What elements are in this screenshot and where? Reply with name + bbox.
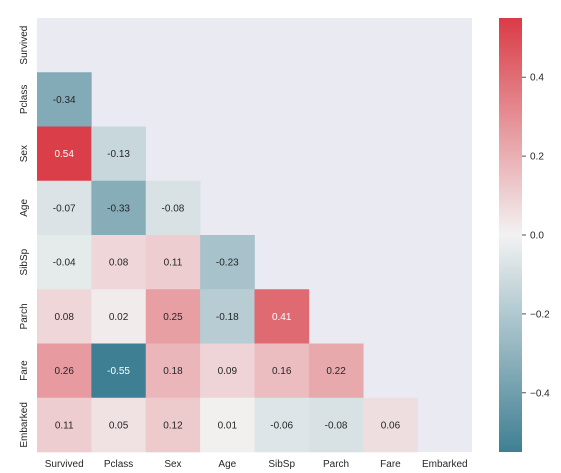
- heatmap-cell-fare-pclass: [91, 343, 147, 399]
- x-tick-label-embarked: Embarked: [422, 459, 468, 470]
- cell-value-label: 0.54: [54, 149, 74, 160]
- cell-value-label: 0.11: [55, 420, 74, 431]
- cell-value-label: 0.09: [218, 366, 238, 377]
- colorbar-tick-label: 0.0: [530, 231, 544, 242]
- heatmap-cell-sibsp-pclass: [91, 235, 147, 290]
- heatmap-cell-sibsp-survived: [37, 235, 92, 290]
- heatmap-cell-embarked-survived: [37, 397, 92, 453]
- heatmap-cell-age-pclass: [91, 180, 147, 236]
- heatmap-cell-parch-sibsp: [254, 289, 310, 344]
- heatmap-cell-sibsp-sex: [145, 235, 201, 290]
- heatmap-cell-fare-parch: [308, 343, 364, 399]
- y-tick-label-pclass: Pclass: [19, 85, 30, 114]
- cell-value-label: -0.33: [107, 203, 130, 214]
- x-tick-label-fare: Fare: [380, 459, 401, 470]
- cell-value-label: 0.02: [109, 312, 129, 323]
- heatmap-cell-parch-survived: [37, 289, 92, 344]
- heatmap-cell-age-survived: [37, 180, 92, 236]
- heatmap-cell-embarked-pclass: [91, 397, 147, 453]
- cell-value-label: 0.01: [218, 420, 238, 431]
- colorbar-tick-label: −0.4: [530, 388, 550, 399]
- cell-value-label: 0.08: [54, 312, 74, 323]
- cell-value-label: 0.05: [109, 420, 129, 431]
- cell-value-label: -0.07: [53, 203, 76, 214]
- colorbar-tick-label: 0.4: [530, 73, 544, 84]
- y-tick-label-fare: Fare: [19, 360, 30, 381]
- heatmap-cell-sex-pclass: [91, 126, 147, 182]
- heatmap-cell-fare-sex: [145, 343, 201, 399]
- cell-value-label: -0.08: [325, 420, 348, 431]
- heatmap-cell-embarked-sibsp: [254, 397, 310, 453]
- y-tick-label-parch: Parch: [19, 303, 30, 329]
- heatmap-cell-sex-survived: [37, 126, 92, 182]
- heatmap-cell-fare-sibsp: [254, 343, 310, 399]
- y-tick-label-age: Age: [19, 199, 30, 217]
- x-tick-label-parch: Parch: [323, 459, 349, 470]
- cell-value-label: -0.55: [107, 366, 130, 377]
- heatmap-cell-embarked-parch: [308, 397, 364, 453]
- x-tick-label-survived: Survived: [45, 459, 84, 470]
- cell-value-label: 0.08: [109, 258, 129, 269]
- heatmap-cell-embarked-fare: [363, 397, 418, 453]
- y-tick-label-embarked: Embarked: [19, 402, 30, 448]
- cell-value-label: -0.08: [162, 203, 185, 214]
- colorbar-tick-label: 0.2: [530, 152, 544, 163]
- x-tick-label-sex: Sex: [164, 459, 181, 470]
- cell-value-label: 0.11: [164, 258, 183, 269]
- cell-value-label: -0.04: [53, 258, 76, 269]
- heatmap-cell-fare-survived: [37, 343, 92, 399]
- cell-value-label: 0.26: [54, 366, 74, 377]
- cell-value-label: -0.23: [216, 258, 239, 269]
- cell-value-label: 0.12: [163, 420, 183, 431]
- cell-value-label: -0.18: [216, 312, 239, 323]
- y-tick-label-survived: Survived: [19, 26, 30, 65]
- colorbar-tick-label: −0.2: [530, 309, 550, 320]
- cell-value-label: 0.25: [163, 312, 183, 323]
- cell-value-label: 0.18: [163, 366, 183, 377]
- colorbar: [499, 18, 522, 452]
- heatmap-cell-age-sex: [145, 180, 201, 236]
- x-tick-label-sibsp: SibSp: [268, 459, 295, 470]
- x-tick-label-age: Age: [218, 459, 236, 470]
- cell-value-label: -0.06: [270, 420, 293, 431]
- cell-value-label: -0.34: [53, 95, 76, 106]
- cell-value-label: 0.16: [272, 366, 292, 377]
- heatmap-cell-embarked-sex: [145, 397, 201, 453]
- heatmap-cell-parch-pclass: [91, 289, 147, 344]
- heatmap-cell-pclass-survived: [37, 72, 92, 127]
- cell-value-label: 0.06: [381, 420, 401, 431]
- heatmap-cell-parch-sex: [145, 289, 201, 344]
- cell-value-label: 0.22: [326, 366, 346, 377]
- y-tick-label-sibsp: SibSp: [19, 248, 30, 275]
- heatmap-cell-parch-age: [200, 289, 255, 344]
- heatmap-cell-embarked-age: [200, 397, 255, 453]
- x-tick-label-pclass: Pclass: [104, 459, 133, 470]
- y-tick-label-sex: Sex: [19, 145, 30, 162]
- heatmap-cell-fare-age: [200, 343, 255, 399]
- cell-value-label: -0.13: [107, 149, 130, 160]
- heatmap-cell-sibsp-age: [200, 235, 255, 290]
- cell-value-label: 0.41: [272, 312, 292, 323]
